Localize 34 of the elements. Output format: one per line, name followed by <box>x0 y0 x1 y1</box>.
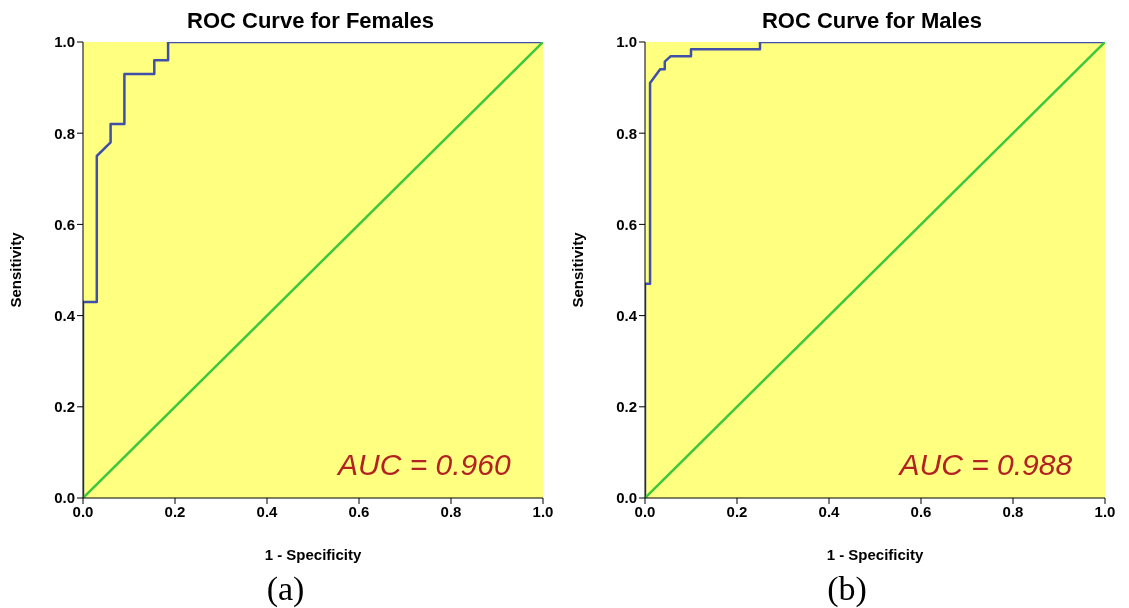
x-tick-label: 0.2 <box>726 502 747 520</box>
x-tick-label: 0.4 <box>256 502 279 520</box>
y-tick-label: 0.0 <box>54 489 75 507</box>
annotation: AUC = 0.960 <box>338 448 511 482</box>
x-tick-label: 0.6 <box>348 502 370 520</box>
y-tick-label: 0.0 <box>615 489 637 507</box>
y-tick-label: 1.0 <box>615 33 637 51</box>
x-tick-label: 0.0 <box>634 502 655 520</box>
x-axis-title: 1 - Specificity <box>264 546 363 563</box>
x-tick-label: 0.4 <box>818 502 840 520</box>
x-tick-label: 0.8 <box>1002 502 1023 520</box>
y-axis-title: Sensitivity <box>568 231 586 308</box>
x-tick-label: 1.0 <box>532 502 554 520</box>
y-tick-label: 0.8 <box>615 124 637 142</box>
y-tick-label: 0.6 <box>54 215 75 233</box>
chart-title: ROC Curve for Males <box>760 8 984 34</box>
x-tick-label: 0.2 <box>164 502 186 520</box>
y-tick-label: 0.8 <box>54 124 75 142</box>
x-tick-label: 0.8 <box>440 502 462 520</box>
chart-title: ROC Curve for Females <box>186 8 435 34</box>
y-tick-label: 0.4 <box>615 306 638 324</box>
y-tick-label: 0.6 <box>615 215 637 233</box>
y-tick-label: 0.2 <box>615 398 637 416</box>
y-tick-label: 0.4 <box>54 306 76 324</box>
x-tick-label: 0.6 <box>910 502 931 520</box>
x-tick-label: 0.0 <box>72 502 94 520</box>
text: (b) <box>826 570 868 608</box>
annotation: AUC = 0.988 <box>899 448 1073 482</box>
x-tick-label: 1.0 <box>1094 502 1115 520</box>
text: (a) <box>265 570 306 608</box>
x-axis-title: 1 - Specificity <box>826 546 924 563</box>
y-axis-title: Sensitivity <box>7 231 25 308</box>
y-tick-label: 0.2 <box>54 398 75 416</box>
y-tick-label: 1.0 <box>54 33 75 51</box>
